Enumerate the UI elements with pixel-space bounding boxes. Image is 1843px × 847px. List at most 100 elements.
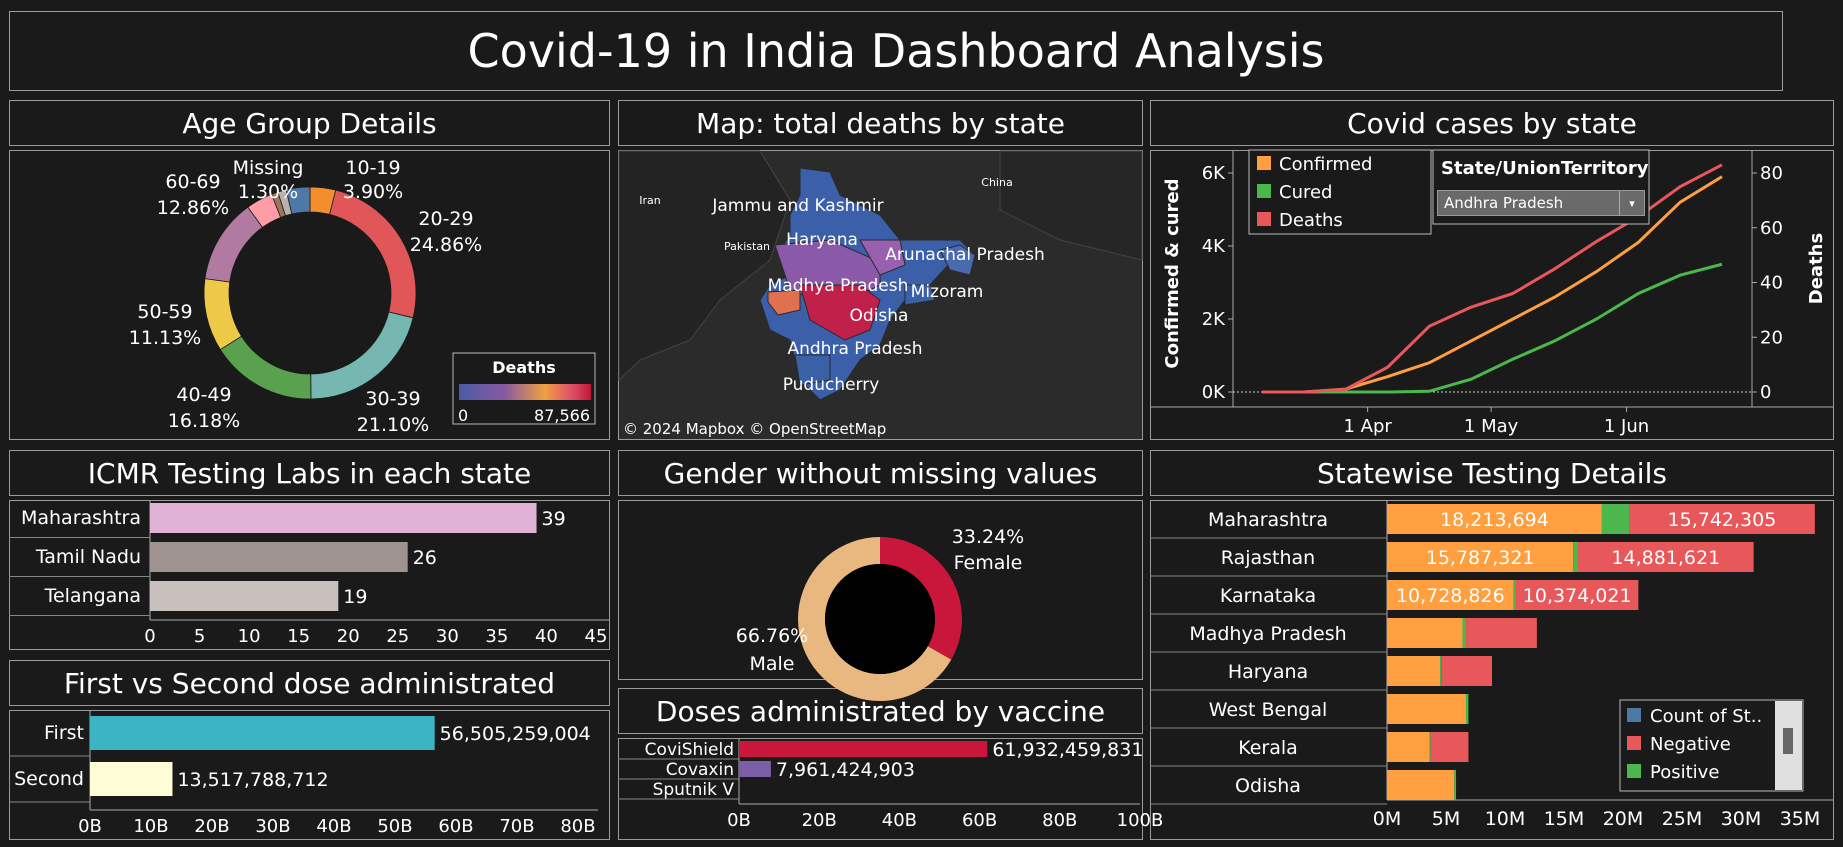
legend-negative-label: Negative: [1650, 734, 1731, 755]
bar-category-label: First: [44, 722, 84, 744]
testing-seg-west-bengal: [1466, 694, 1469, 724]
gender-slice-female: [880, 537, 962, 660]
testing-x-tick: 20M: [1603, 808, 1644, 830]
age-label-30-39: 30-39 21.10%: [357, 388, 429, 436]
vaccine-bar-chart[interactable]: 0B 20B 40B 60B 80B 100B CoviShield 61,932,459,8…: [618, 738, 1163, 831]
testing-seg-madhya-pradesh: [1462, 618, 1467, 648]
legend-cured-swatch: [1257, 184, 1271, 198]
gender-panel-title: Gender without missing values: [618, 450, 1143, 496]
map-state-labels: Jammu and Kashmir Haryana Arunachal Prad…: [623, 176, 1045, 438]
page-title: Covid-19 in India Dashboard Analysis: [467, 24, 1325, 78]
testing-seg-kerala: [1429, 732, 1431, 762]
map-label-ap: Andhra Pradesh: [787, 339, 922, 359]
testing-seg-karnataka: [1515, 580, 1639, 610]
bar-x-tick: 40B: [882, 810, 917, 831]
testing-category-label: Odisha: [1235, 775, 1301, 797]
age-label-10-19: 10-193.90%: [343, 157, 403, 203]
state-dropdown[interactable]: Andhra Pradesh ▾: [1437, 190, 1645, 216]
testing-seg-west-bengal: [1387, 694, 1467, 724]
testing-seg-madhya-pradesh: [1466, 618, 1537, 648]
age-slice-40-49: [219, 335, 312, 400]
dashboard-title-box: Covid-19 in India Dashboard Analysis: [9, 11, 1783, 91]
testing-seg-haryana: [1387, 656, 1441, 686]
age-donut-chart[interactable]: [203, 186, 417, 400]
svg-text:20-29: 20-29: [418, 208, 473, 230]
age-slice-20-29: [329, 189, 417, 319]
testing-x-tick: 0M: [1373, 808, 1401, 830]
age-label-50-59: 50-59 11.13%: [129, 301, 201, 349]
svg-text:10-19: 10-19: [345, 157, 400, 179]
gender-label-male: 66.76% Male: [736, 625, 808, 675]
bar-x-tick: 10B: [133, 816, 168, 837]
bar-x-tick: 100B: [1117, 810, 1164, 831]
cases-y-tick: 4K: [1202, 236, 1226, 257]
bar-category-label: Covaxin: [666, 760, 734, 780]
dose-bar-chart[interactable]: 0B 10B 20B 30B 40B 50B 60B 70B 80B First 56,505,25…: [9, 710, 598, 837]
bar-x-tick: 35: [485, 626, 508, 647]
svg-text:24.86%: 24.86%: [410, 234, 482, 256]
map-label-odisha: Odisha: [850, 306, 909, 326]
bar-value-label: 39: [542, 508, 566, 530]
svg-text:21.10%: 21.10%: [357, 414, 429, 436]
bar-x-tick: 0: [144, 626, 155, 647]
vaccine-panel: [618, 738, 1143, 840]
age-slice-50-59: [203, 278, 243, 351]
bar-x-tick: 45: [585, 626, 608, 647]
testing-seg-rajasthan: [1387, 542, 1574, 572]
bar-x-tick: 70B: [499, 816, 534, 837]
map-label-pakistan: Pakistan: [724, 240, 770, 253]
cases-y-tick: 2K: [1202, 309, 1226, 330]
cases-y-tick: 6K: [1202, 163, 1226, 184]
bar-x-tick: 40B: [316, 816, 351, 837]
series-line-cured: [1262, 262, 1723, 394]
labs-panel: [9, 500, 610, 650]
bar-x-tick: 10: [238, 626, 261, 647]
age-label-40-49: 40-49 16.18%: [168, 384, 240, 432]
bar-x-tick: 5: [194, 626, 205, 647]
cases-legend[interactable]: Confirmed Cured Deaths: [1248, 149, 1432, 235]
testing-seg-label: 15,787,321: [1426, 547, 1535, 569]
gender-donut-hole: [825, 564, 935, 674]
cases-y2-tick: 40: [1760, 273, 1783, 294]
svg-text:11.13%: 11.13%: [129, 327, 201, 349]
age-slice-30-39: [310, 311, 414, 400]
bar-x-tick: 60B: [962, 810, 997, 831]
testing-x-tick: 15M: [1544, 808, 1585, 830]
legend-cured-label: Cured: [1279, 182, 1332, 203]
map-label-iran: Iran: [639, 194, 661, 207]
india-map[interactable]: [618, 150, 1143, 439]
cases-title-text: Covid cases by state: [1347, 106, 1637, 140]
bar-category-label: Sputnik V: [653, 780, 735, 800]
cases-line-chart[interactable]: 0K 2K 4K 6K 0 20 40 60 80 1 Apr 1 May 1 Jun Confirme…: [1150, 151, 1833, 437]
testing-legend[interactable]: Count of St.. Negative Positive: [1619, 699, 1804, 792]
gender-slice-male: [797, 537, 952, 701]
state-dropdown-value: Andhra Pradesh: [1444, 194, 1564, 212]
testing-stacked-bar-chart[interactable]: 0M 5M 10M 15M 20M 25M 30M 35M Maharashtra 18,213,…: [1150, 500, 1833, 830]
dose-panel: [9, 710, 610, 840]
map-label-jk: Jammu and Kashmir: [711, 196, 883, 216]
legend-deaths-swatch: [1257, 212, 1271, 226]
bar-x-tick: 60B: [438, 816, 473, 837]
labs-bar-chart[interactable]: 0 5 10 15 20 25 30 35 40 45 Maharashtra 39 Tamil Nad…: [9, 500, 610, 647]
bar-value-label: 7,961,424,903: [776, 759, 915, 781]
bar-maharashtra: [150, 503, 537, 533]
cases-y2-tick: 0: [1760, 382, 1771, 403]
testing-category-label: Madhya Pradesh: [1189, 623, 1346, 645]
legend-scrollbar-thumb[interactable]: [1783, 728, 1793, 754]
legend-count-swatch: [1627, 708, 1641, 722]
bar-covishield: [739, 741, 988, 757]
testing-x-tick: 35M: [1780, 808, 1821, 830]
gender-donut-chart[interactable]: [797, 537, 962, 701]
state-filter-label: State/UnionTerritory: [1441, 158, 1649, 179]
legend-confirmed-swatch: [1257, 156, 1271, 170]
svg-text:33.24%: 33.24%: [952, 526, 1024, 548]
bar-telangana: [150, 581, 339, 611]
legend-negative-swatch: [1627, 736, 1641, 750]
testing-seg-label: 10,728,826: [1396, 585, 1505, 607]
chevron-down-icon[interactable]: ▾: [1619, 191, 1644, 215]
bar-x-tick: 80B: [560, 816, 595, 837]
bar-category-label: Maharashtra: [21, 507, 141, 529]
testing-x-tick: 30M: [1721, 808, 1762, 830]
bar-first: [90, 716, 435, 750]
